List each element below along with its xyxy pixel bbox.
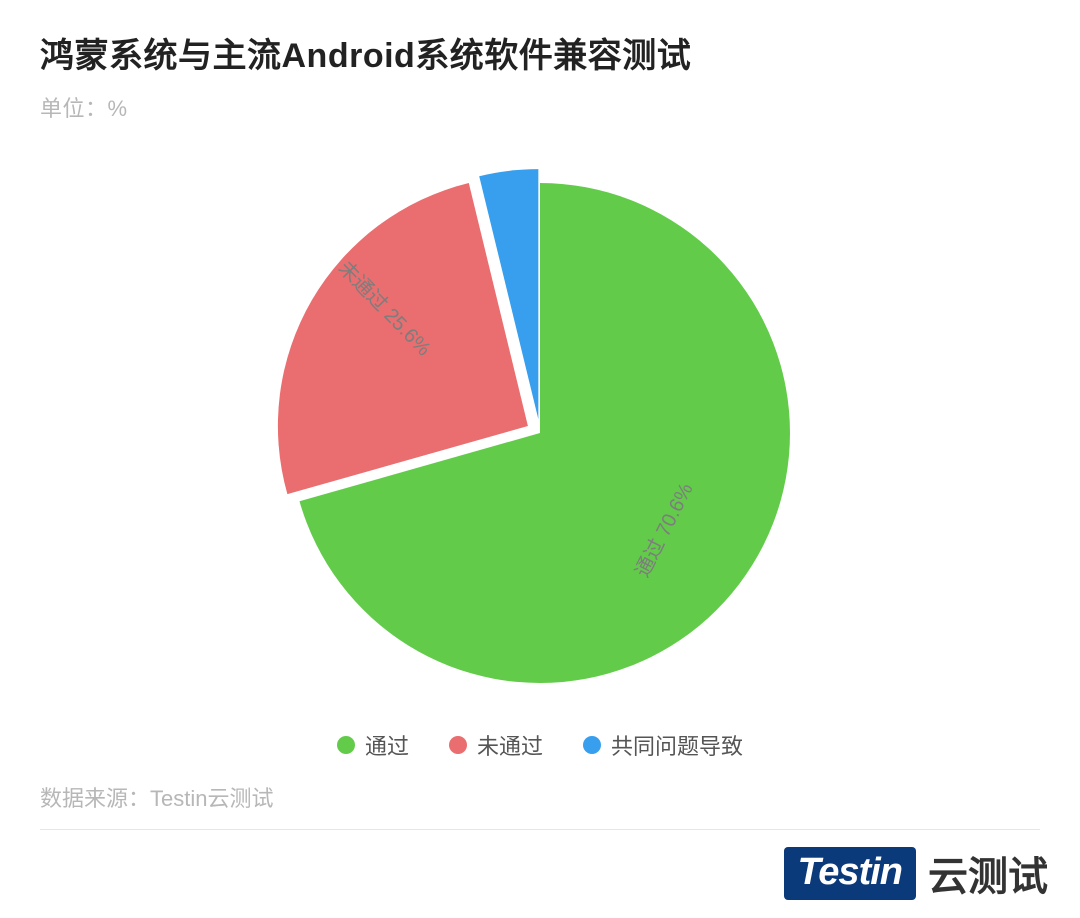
legend-label: 共同问题导致 bbox=[611, 729, 743, 761]
brand-cn-text: 云测试 bbox=[928, 844, 1048, 902]
legend-item: 共同问题导致 bbox=[583, 729, 743, 761]
legend-label: 未通过 bbox=[477, 729, 543, 761]
legend-item: 未通过 bbox=[449, 729, 543, 761]
unit-label: 单位：% bbox=[40, 91, 1040, 123]
legend: 通过 未通过 共同问题导致 bbox=[40, 729, 1040, 761]
divider bbox=[40, 829, 1040, 830]
legend-item: 通过 bbox=[337, 729, 409, 761]
legend-label: 通过 bbox=[365, 729, 409, 761]
chart-card: 鸿蒙系统与主流Android系统软件兼容测试 单位：% 通过 70.6%未通过 … bbox=[0, 0, 1080, 918]
legend-swatch-icon bbox=[337, 736, 355, 754]
pie-chart: 通过 70.6%未通过 25.6% bbox=[40, 133, 1040, 723]
brand-logo: Testin bbox=[784, 847, 917, 900]
pie-svg: 通过 70.6%未通过 25.6% bbox=[50, 133, 1030, 723]
legend-swatch-icon bbox=[583, 736, 601, 754]
legend-swatch-icon bbox=[449, 736, 467, 754]
brand-block: Testin 云测试 bbox=[784, 844, 1049, 902]
source-label: 数据来源：Testin云测试 bbox=[40, 781, 1040, 813]
chart-title: 鸿蒙系统与主流Android系统软件兼容测试 bbox=[40, 28, 1040, 77]
